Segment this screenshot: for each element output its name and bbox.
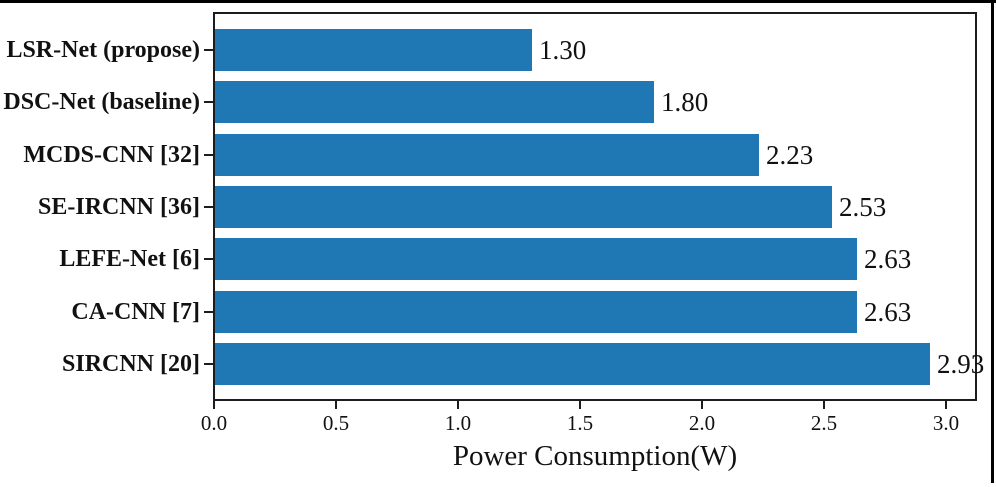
y-tick-mark: [204, 206, 213, 208]
bar-value-label: 2.53: [839, 192, 887, 222]
y-axis-category-label: LSR-Net (propose): [6, 37, 200, 63]
x-tick-label: 0.5: [322, 411, 350, 435]
x-axis-label: Power Consumption(W): [452, 440, 738, 472]
y-tick-mark: [204, 49, 213, 51]
bar-value-label: 2.93: [937, 349, 985, 379]
bar-value-label: 1.80: [661, 87, 709, 117]
y-tick-mark: [204, 154, 213, 156]
x-tick-label: 2.0: [688, 411, 716, 435]
bar-value-label: 2.23: [766, 140, 814, 170]
x-tick-mark: [213, 401, 215, 409]
bar: [215, 186, 832, 228]
x-tick-label: 1.5: [566, 411, 594, 435]
y-tick-mark: [204, 101, 213, 103]
bar: [215, 238, 857, 280]
y-axis-category-label: DSC-Net (baseline): [3, 89, 200, 115]
bar: [215, 81, 654, 123]
x-tick-label: 1.0: [444, 411, 472, 435]
bar: [215, 29, 532, 71]
y-axis-category-label: SIRCNN [20]: [62, 351, 200, 377]
x-tick-mark: [823, 401, 825, 409]
x-tick-mark: [335, 401, 337, 409]
x-tick-mark: [945, 401, 947, 409]
y-tick-mark: [204, 363, 213, 365]
x-tick-mark: [579, 401, 581, 409]
x-tick-label: 2.5: [810, 411, 838, 435]
y-axis-category-label: MCDS-CNN [32]: [23, 142, 200, 168]
bar: [215, 343, 930, 385]
y-axis-category-label: LEFE-Net [6]: [59, 246, 200, 272]
bar: [215, 291, 857, 333]
document-rule-bottom: [0, 0, 996, 3]
bar-value-label: 2.63: [864, 297, 912, 327]
bar-value-label: 2.63: [864, 244, 912, 274]
x-tick-label: 0.0: [200, 411, 228, 435]
y-axis-category-label: CA-CNN [7]: [71, 299, 200, 325]
bar: [215, 134, 759, 176]
bar-value-label: 1.30: [539, 35, 587, 65]
y-tick-mark: [204, 311, 213, 313]
y-tick-mark: [204, 258, 213, 260]
x-tick-mark: [701, 401, 703, 409]
x-tick-mark: [457, 401, 459, 409]
x-tick-label: 3.0: [932, 411, 960, 435]
document-rule-right: [991, 0, 994, 483]
y-axis-category-label: SE-IRCNN [36]: [38, 194, 200, 220]
